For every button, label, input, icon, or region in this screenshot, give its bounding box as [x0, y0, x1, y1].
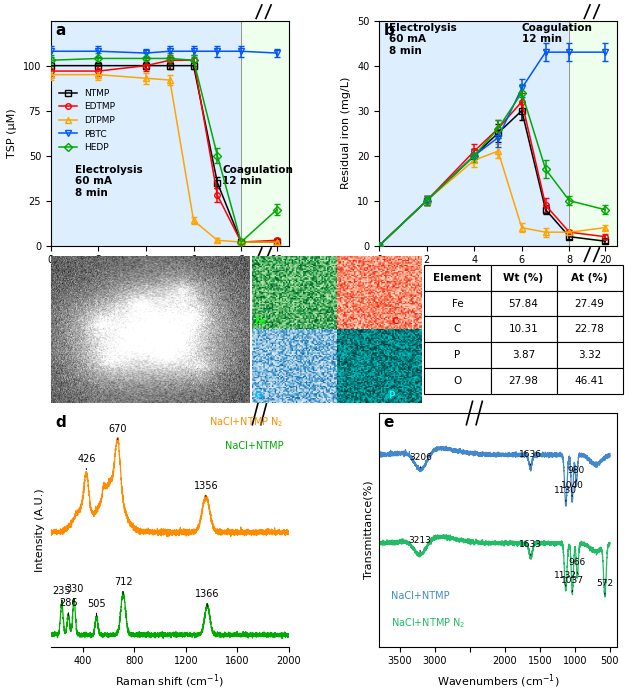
- Text: 330: 330: [65, 584, 83, 594]
- Text: NaCl+NTMP N$_2$: NaCl+NTMP N$_2$: [209, 416, 284, 429]
- Text: NaCl+NTMP: NaCl+NTMP: [391, 590, 450, 601]
- Legend: NTMP, EDTMP, DTPMP, PBTC, HEDP: NTMP, EDTMP, DTPMP, PBTC, HEDP: [55, 85, 119, 155]
- Text: d: d: [55, 416, 66, 431]
- Bar: [379, 21, 569, 246]
- Text: 712: 712: [114, 577, 132, 587]
- Text: 505: 505: [87, 599, 106, 609]
- Text: 670: 670: [109, 424, 127, 434]
- Text: Electrolysis
60 mA
8 min: Electrolysis 60 mA 8 min: [74, 164, 142, 198]
- Text: Coagulation
12 min: Coagulation 12 min: [522, 23, 593, 45]
- Text: 1366: 1366: [195, 589, 219, 599]
- X-axis label: Raman shift (cm$^{-1}$): Raman shift (cm$^{-1}$): [115, 672, 225, 688]
- Text: 966: 966: [569, 558, 586, 567]
- Text: 1130: 1130: [555, 486, 577, 495]
- X-axis label: Wavenumbers (cm$^{-1}$): Wavenumbers (cm$^{-1}$): [437, 672, 559, 688]
- X-axis label: Time (min): Time (min): [467, 271, 529, 281]
- X-axis label: Time (min): Time (min): [139, 271, 200, 281]
- Text: O: O: [254, 391, 262, 400]
- Text: 1356: 1356: [193, 481, 218, 491]
- Text: P: P: [388, 391, 394, 400]
- Text: 3206: 3206: [409, 453, 432, 462]
- Y-axis label: TSP (μM): TSP (μM): [7, 108, 17, 158]
- Text: Electrolysis
60 mA
8 min: Electrolysis 60 mA 8 min: [389, 23, 457, 56]
- Y-axis label: Intensity (A.U.): Intensity (A.U.): [36, 488, 45, 572]
- Y-axis label: Residual iron (mg/L): Residual iron (mg/L): [342, 77, 352, 189]
- Y-axis label: Transmittance(%): Transmittance(%): [364, 480, 373, 579]
- Text: b: b: [384, 23, 395, 38]
- Text: 286: 286: [59, 599, 78, 608]
- Text: 426: 426: [77, 454, 95, 464]
- Text: NaCl+NTMP N$_2$: NaCl+NTMP N$_2$: [391, 616, 466, 630]
- Text: 1040: 1040: [561, 481, 584, 490]
- Text: e: e: [384, 416, 394, 431]
- Text: 572: 572: [597, 579, 614, 588]
- Text: Coagulation
12 min: Coagulation 12 min: [222, 164, 293, 186]
- Bar: [569, 21, 617, 246]
- Text: Fe: Fe: [254, 317, 266, 326]
- Bar: [241, 21, 289, 246]
- Text: c: c: [53, 259, 63, 274]
- Text: 1636: 1636: [519, 450, 542, 459]
- Text: 1037: 1037: [561, 576, 584, 585]
- Text: 235: 235: [53, 585, 71, 596]
- Text: a: a: [55, 23, 66, 38]
- Text: 980: 980: [568, 466, 585, 475]
- Text: 1132: 1132: [555, 570, 577, 580]
- Text: C: C: [392, 317, 399, 326]
- Bar: [51, 21, 241, 246]
- Text: 1633: 1633: [519, 540, 542, 549]
- Text: 3213: 3213: [409, 536, 432, 545]
- Text: NaCl+NTMP: NaCl+NTMP: [225, 441, 284, 451]
